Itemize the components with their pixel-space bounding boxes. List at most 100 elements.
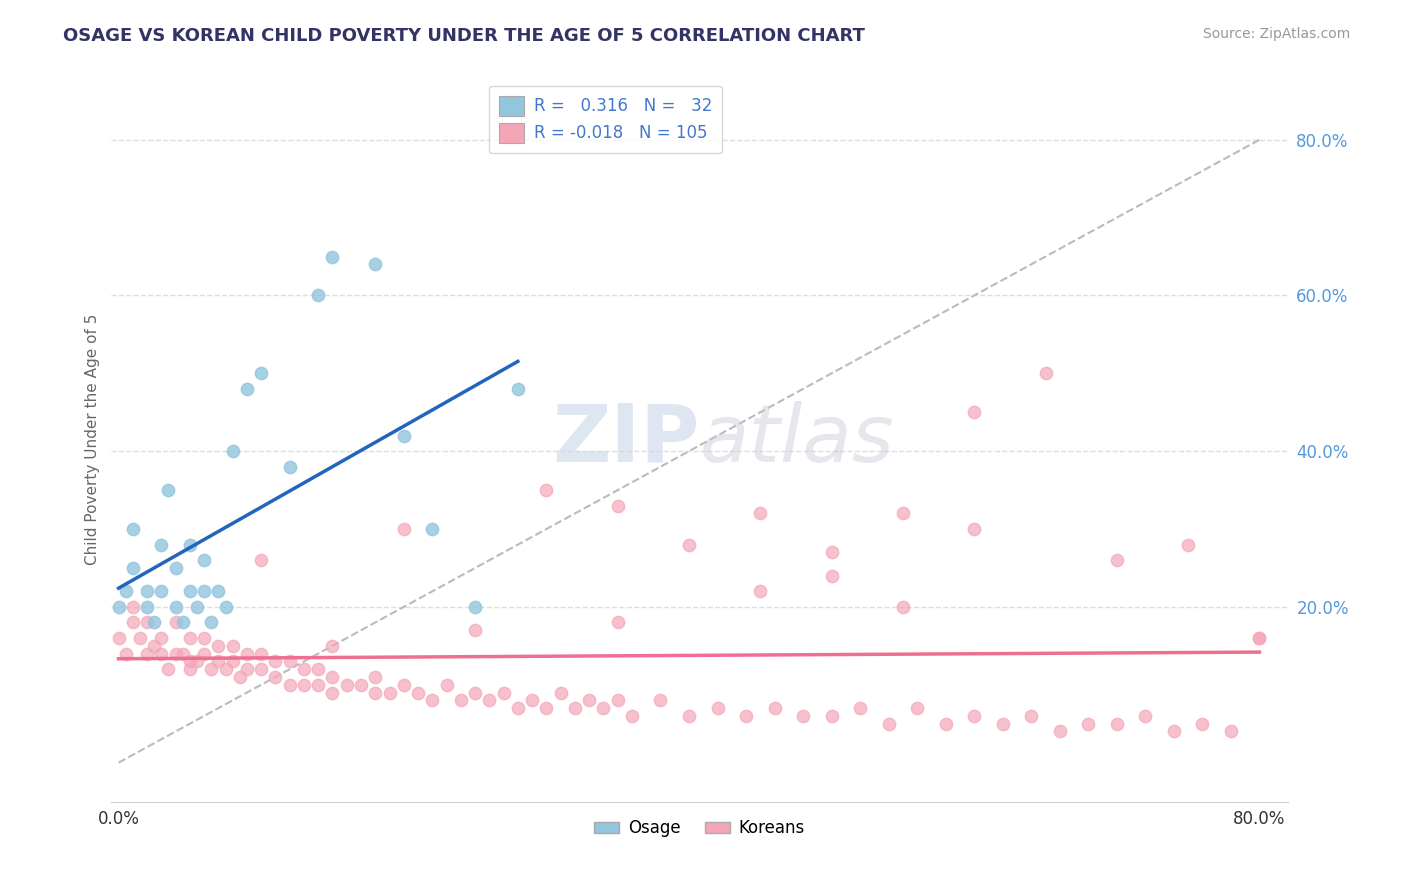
Point: [193, 631, 215, 645]
Point: [364, 257, 387, 271]
Point: [121, 561, 143, 575]
Point: [150, 647, 173, 661]
Point: [1049, 724, 1071, 739]
Point: [1219, 724, 1241, 739]
Point: [136, 599, 159, 614]
Point: [229, 670, 252, 684]
Point: [1135, 709, 1157, 723]
Point: [278, 459, 301, 474]
Point: [278, 678, 301, 692]
Point: [221, 655, 243, 669]
Point: [214, 662, 236, 676]
Point: [172, 615, 194, 630]
Point: [250, 647, 273, 661]
Point: [963, 405, 986, 419]
Point: [536, 483, 558, 497]
Point: [450, 693, 472, 707]
Text: ZIP: ZIP: [553, 401, 700, 478]
Point: [121, 615, 143, 630]
Point: [157, 483, 180, 497]
Point: [735, 709, 758, 723]
Point: [214, 599, 236, 614]
Point: [1249, 631, 1271, 645]
Text: OSAGE VS KOREAN CHILD POVERTY UNDER THE AGE OF 5 CORRELATION CHART: OSAGE VS KOREAN CHILD POVERTY UNDER THE …: [63, 27, 865, 45]
Text: atlas: atlas: [700, 401, 894, 478]
Point: [207, 639, 229, 653]
Point: [820, 709, 842, 723]
Point: [179, 631, 201, 645]
Point: [350, 678, 373, 692]
Point: [250, 662, 273, 676]
Point: [143, 615, 166, 630]
Point: [935, 716, 957, 731]
Point: [706, 701, 728, 715]
Point: [321, 685, 343, 699]
Point: [250, 367, 273, 381]
Point: [749, 584, 772, 599]
Point: [114, 584, 136, 599]
Point: [250, 553, 273, 567]
Point: [179, 662, 201, 676]
Text: Source: ZipAtlas.com: Source: ZipAtlas.com: [1202, 27, 1350, 41]
Point: [150, 631, 173, 645]
Point: [506, 701, 529, 715]
Point: [378, 685, 401, 699]
Point: [506, 382, 529, 396]
Point: [763, 701, 786, 715]
Point: [364, 685, 387, 699]
Point: [520, 693, 543, 707]
Point: [749, 507, 772, 521]
Point: [436, 678, 458, 692]
Point: [678, 538, 700, 552]
Point: [292, 662, 315, 676]
Point: [321, 670, 343, 684]
Point: [478, 693, 501, 707]
Point: [114, 647, 136, 661]
Point: [392, 678, 415, 692]
Point: [1105, 716, 1128, 731]
Point: [406, 685, 429, 699]
Point: [179, 584, 201, 599]
Point: [792, 709, 814, 723]
Point: [606, 499, 628, 513]
Point: [564, 701, 586, 715]
Point: [221, 639, 243, 653]
Point: [877, 716, 900, 731]
Point: [121, 599, 143, 614]
Point: [392, 522, 415, 536]
Point: [157, 662, 180, 676]
Point: [207, 655, 229, 669]
Point: [1249, 631, 1271, 645]
Point: [193, 553, 215, 567]
Point: [336, 678, 359, 692]
Point: [221, 444, 243, 458]
Point: [186, 655, 208, 669]
Point: [129, 631, 152, 645]
Point: [307, 662, 329, 676]
Point: [1191, 716, 1213, 731]
Point: [420, 693, 443, 707]
Point: [307, 678, 329, 692]
Point: [264, 670, 287, 684]
Point: [321, 639, 343, 653]
Point: [963, 709, 986, 723]
Point: [464, 624, 486, 638]
Point: [420, 522, 443, 536]
Point: [392, 428, 415, 442]
Point: [165, 647, 187, 661]
Point: [592, 701, 614, 715]
Point: [606, 693, 628, 707]
Point: [1077, 716, 1099, 731]
Point: [179, 655, 201, 669]
Point: [200, 662, 222, 676]
Point: [464, 599, 486, 614]
Point: [578, 693, 600, 707]
Point: [650, 693, 672, 707]
Point: [891, 599, 914, 614]
Point: [364, 670, 387, 684]
Point: [236, 662, 259, 676]
Point: [136, 647, 159, 661]
Point: [136, 615, 159, 630]
Point: [136, 584, 159, 599]
Point: [550, 685, 572, 699]
